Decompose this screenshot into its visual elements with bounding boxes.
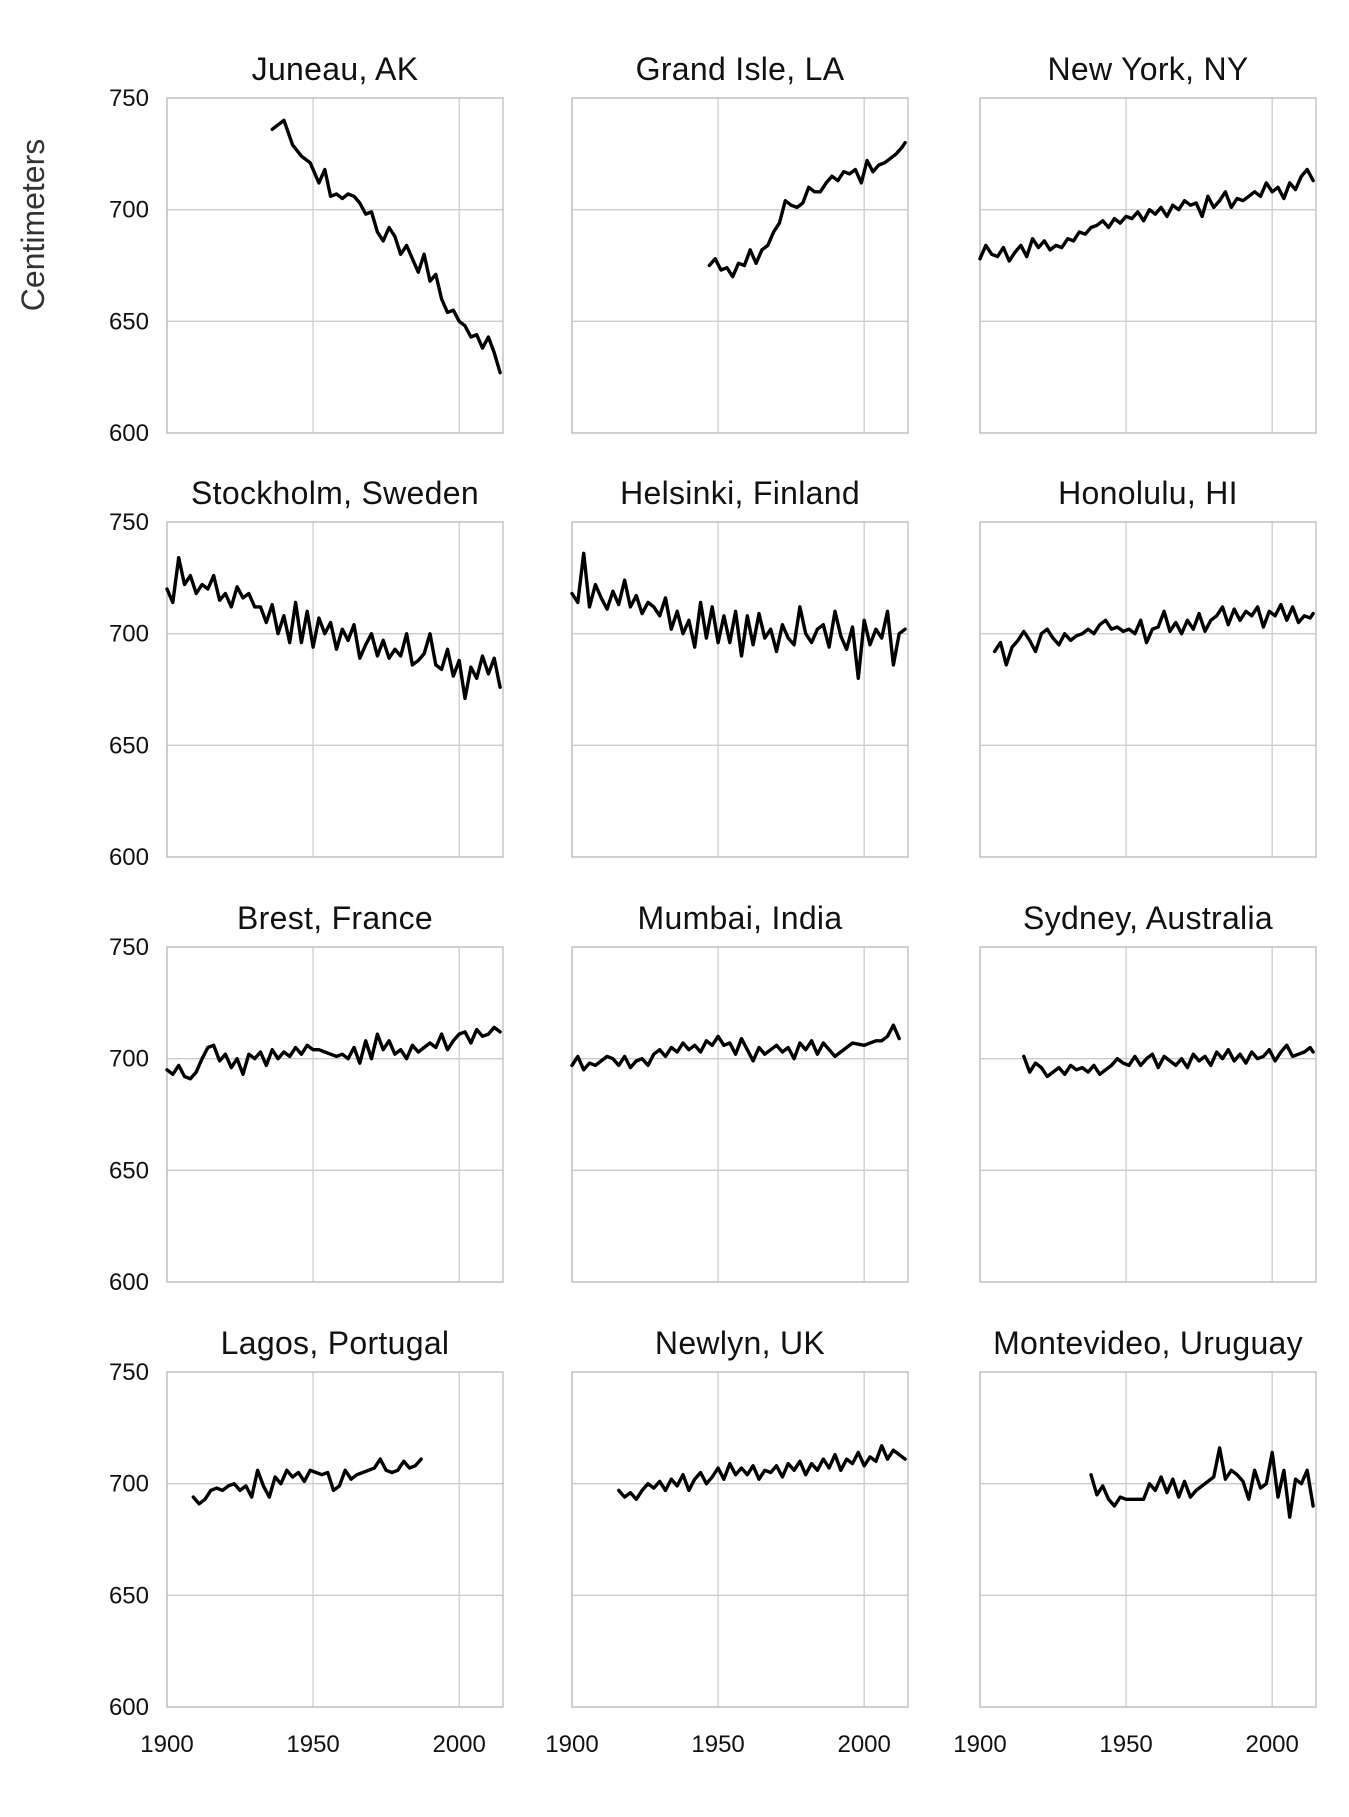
x-tick-label: 2000 (432, 1731, 485, 1758)
series-line-helsinki-finland (570, 551, 907, 680)
panel-stockholm-sweden: Stockholm, Sweden 600 650 700 750 (109, 475, 504, 871)
panel-title: Newlyn, UK (655, 1325, 825, 1361)
panel-frame (979, 97, 1317, 434)
panel-montevideo-uruguay: Montevideo, Uruguay 1900 1950 2000 (953, 1325, 1317, 1758)
panel-grand-isle-la: Grand Isle, LA (571, 51, 909, 434)
series-line-newlyn-uk (617, 1443, 907, 1502)
panel-frame (166, 1371, 504, 1708)
series-line-juneau-ak (270, 118, 502, 375)
panel-frame (571, 1371, 909, 1708)
panel-newlyn-uk: Newlyn, UK 1900 1950 2000 (545, 1325, 909, 1758)
panel-title: Montevideo, Uruguay (993, 1325, 1303, 1361)
y-tick-label: 700 (109, 621, 149, 648)
x-tick-label: 1900 (545, 1731, 598, 1758)
series-line-stockholm-sweden (165, 556, 502, 701)
x-tick-label: 2000 (837, 1731, 890, 1758)
y-tick-label: 750 (109, 934, 149, 961)
panel-title: Lagos, Portugal (221, 1325, 450, 1361)
panel-frame (166, 946, 504, 1283)
panel-mumbai-india: Mumbai, India (570, 900, 909, 1283)
panel-title: Brest, France (237, 900, 433, 936)
series-line-brest-france (165, 1025, 502, 1081)
series-line-new-york-ny (978, 167, 1315, 263)
panel-title: Mumbai, India (638, 900, 843, 936)
y-tick-label: 700 (109, 1046, 149, 1073)
panel-title: Grand Isle, LA (636, 51, 845, 87)
y-tick-label: 600 (109, 420, 149, 447)
y-tick-label: 650 (109, 308, 149, 335)
series-line-lagos-portugal (191, 1457, 423, 1506)
panel-title: New York, NY (1047, 51, 1248, 87)
y-tick-label: 750 (109, 85, 149, 112)
y-tick-label: 600 (109, 844, 149, 871)
series-line-montevideo-uruguay (1089, 1446, 1315, 1519)
panel-frame (979, 1371, 1317, 1708)
panel-title: Honolulu, HI (1058, 475, 1238, 511)
series-line-sydney-australia (1022, 1043, 1315, 1079)
x-tick-label: 2000 (1245, 1731, 1298, 1758)
panel-helsinki-finland: Helsinki, Finland (570, 475, 909, 858)
panel-frame (571, 521, 909, 858)
panel-lagos-portugal: Lagos, Portugal 600 650 700 750 1900 1950 2000 (109, 1325, 504, 1758)
y-tick-label: 600 (109, 1694, 149, 1721)
y-tick-label: 650 (109, 732, 149, 759)
y-tick-label: 750 (109, 1359, 149, 1386)
series-line-honolulu-hi (992, 602, 1315, 667)
y-tick-label: 750 (109, 509, 149, 536)
panel-frame (571, 946, 909, 1283)
x-tick-label: 1950 (286, 1731, 339, 1758)
x-tick-label: 1900 (953, 1731, 1006, 1758)
y-tick-label: 700 (109, 1471, 149, 1498)
panel-title: Stockholm, Sweden (191, 475, 479, 511)
y-tick-label: 650 (109, 1157, 149, 1184)
panel-brest-france: Brest, France 600 650 700 750 (109, 900, 504, 1296)
y-tick-label: 700 (109, 197, 149, 224)
panel-frame (166, 521, 504, 858)
panels-grid: Juneau, AK 600 650 700 750 Grand Isle, LA New … (109, 51, 1317, 1758)
panel-frame (979, 521, 1317, 858)
x-tick-label: 1950 (1099, 1731, 1152, 1758)
panel-frame (571, 97, 909, 434)
panel-frame (979, 946, 1317, 1283)
y-axis-title: Centimeters (15, 139, 51, 312)
y-tick-label: 650 (109, 1582, 149, 1609)
panel-juneau-ak: Juneau, AK 600 650 700 750 (109, 51, 504, 447)
x-tick-label: 1950 (691, 1731, 744, 1758)
y-tick-label: 600 (109, 1269, 149, 1296)
panel-title: Sydney, Australia (1023, 900, 1273, 936)
panel-title: Helsinki, Finland (620, 475, 860, 511)
panel-honolulu-hi: Honolulu, HI (979, 475, 1317, 858)
series-line-grand-isle-la (707, 140, 907, 279)
x-tick-label: 1900 (140, 1731, 193, 1758)
panel-sydney-australia: Sydney, Australia (979, 900, 1317, 1283)
panel-frame (166, 97, 504, 434)
panel-title: Juneau, AK (252, 51, 419, 87)
panel-new-york-ny: New York, NY (978, 51, 1317, 434)
series-line-mumbai-india (570, 1023, 901, 1072)
